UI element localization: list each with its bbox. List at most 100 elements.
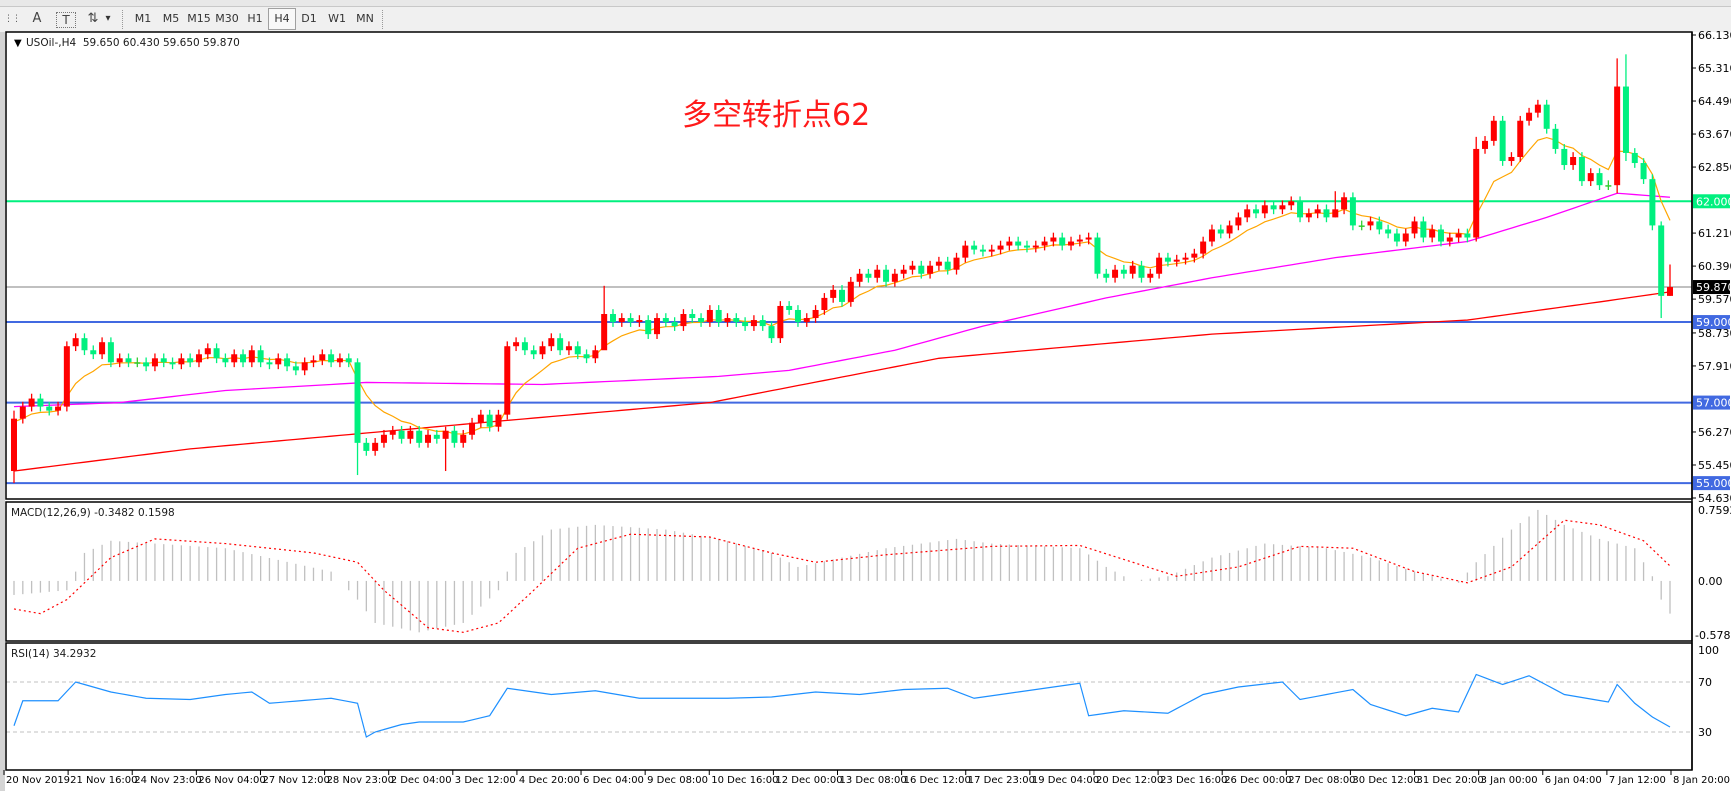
candle <box>759 315 766 331</box>
candle-body <box>1446 237 1453 242</box>
candle <box>953 252 960 275</box>
timeframe-m15[interactable]: M15 <box>187 12 211 25</box>
candle <box>319 349 326 366</box>
grid-period-separator-icon[interactable]: ⋮⋮ <box>4 14 21 24</box>
candle <box>1605 180 1612 191</box>
candle <box>328 349 335 368</box>
candle <box>1429 224 1436 243</box>
time-tick-label: 23 Dec 16:00 <box>1160 775 1227 786</box>
timeframe-h4[interactable]: H4 <box>268 8 296 30</box>
candle-body <box>856 273 863 282</box>
time-tick-label: 6 Dec 04:00 <box>583 775 644 786</box>
candle <box>1032 240 1039 253</box>
candle-body <box>1191 253 1198 258</box>
collapse-triangle-icon[interactable]: ▼ <box>14 38 22 49</box>
candle-body <box>301 362 308 371</box>
candle <box>284 353 291 372</box>
candle <box>1570 152 1577 170</box>
window-left-border <box>0 32 5 791</box>
candle <box>874 264 881 283</box>
candle-body <box>971 245 978 250</box>
candle <box>292 361 299 376</box>
candle <box>1235 212 1242 231</box>
candle-body <box>847 281 854 302</box>
candle <box>786 301 793 315</box>
timeframe-m30[interactable]: M30 <box>215 12 239 25</box>
candle-body <box>1658 225 1665 296</box>
candle <box>803 313 810 327</box>
candle <box>1437 224 1444 247</box>
candle <box>1297 196 1304 223</box>
timeframe-mn[interactable]: MN <box>356 12 374 25</box>
chevron-down-icon[interactable]: ▾ <box>105 13 111 24</box>
time-tick-label: 27 Dec 08:00 <box>1288 775 1355 786</box>
candle-body <box>222 358 229 363</box>
candle <box>1050 232 1057 247</box>
candle <box>918 260 925 279</box>
candle <box>671 317 678 331</box>
candle-body <box>1015 241 1022 246</box>
timeframe-m5[interactable]: M5 <box>162 12 180 25</box>
price-tick-label: 64.490 <box>1698 95 1731 108</box>
candle <box>662 313 669 327</box>
horizontal-lines <box>6 200 1692 485</box>
candle <box>574 341 581 360</box>
candle <box>222 353 229 368</box>
candle <box>530 345 537 360</box>
text-label-icon[interactable]: A <box>32 11 42 26</box>
macd-signal-path <box>13 519 1671 633</box>
candle <box>1059 232 1066 251</box>
candle <box>469 417 476 440</box>
time-tick-label: 12 Dec 00:00 <box>775 775 842 786</box>
candle <box>28 393 35 412</box>
candle-body <box>1279 205 1286 210</box>
timeframe-d1[interactable]: D1 <box>301 12 317 25</box>
candle <box>1015 236 1022 251</box>
candle-body <box>1385 229 1392 234</box>
candle-body <box>1314 209 1321 214</box>
candle <box>768 321 775 343</box>
candle-body <box>310 360 317 363</box>
candle-body <box>918 265 925 274</box>
time-tick-label: 20 Dec 12:00 <box>1096 775 1163 786</box>
candle-body <box>645 320 652 335</box>
candle-body <box>565 346 572 351</box>
candle-body <box>1587 173 1594 182</box>
arrows-icon[interactable]: ⇅ <box>87 11 99 26</box>
candle-body <box>495 414 502 427</box>
candle-body <box>81 338 88 351</box>
candle-body <box>627 318 634 323</box>
candle <box>1279 200 1286 215</box>
candle-body <box>107 342 114 363</box>
candle <box>72 333 79 352</box>
candle <box>46 401 53 416</box>
candle <box>988 244 995 257</box>
candle <box>1164 252 1171 267</box>
candle <box>1270 200 1277 215</box>
candle <box>240 349 247 368</box>
candle <box>1631 148 1638 168</box>
candle-body <box>1402 233 1409 242</box>
candle-body <box>151 358 158 367</box>
candle-body <box>63 346 70 407</box>
candle <box>1138 260 1145 283</box>
candle-body <box>1068 241 1075 246</box>
candle <box>1420 216 1427 243</box>
candle-body <box>865 273 872 278</box>
candle <box>794 305 801 327</box>
timeframe-h1[interactable]: H1 <box>247 12 263 25</box>
text-box-icon[interactable]: T <box>56 12 76 28</box>
candle-body <box>328 354 335 363</box>
timeframe-m1[interactable]: M1 <box>134 12 152 25</box>
price-tick-label: 66.130 <box>1698 29 1731 42</box>
hline-price-label: 62.000 <box>1696 195 1731 208</box>
timeframe-w1[interactable]: W1 <box>328 12 346 25</box>
candle <box>1147 268 1154 283</box>
candle <box>1587 168 1594 186</box>
candle <box>962 240 969 263</box>
candle-body <box>592 350 599 359</box>
candle-body <box>874 269 881 278</box>
candle <box>1499 115 1506 166</box>
candle-body <box>1076 239 1083 242</box>
